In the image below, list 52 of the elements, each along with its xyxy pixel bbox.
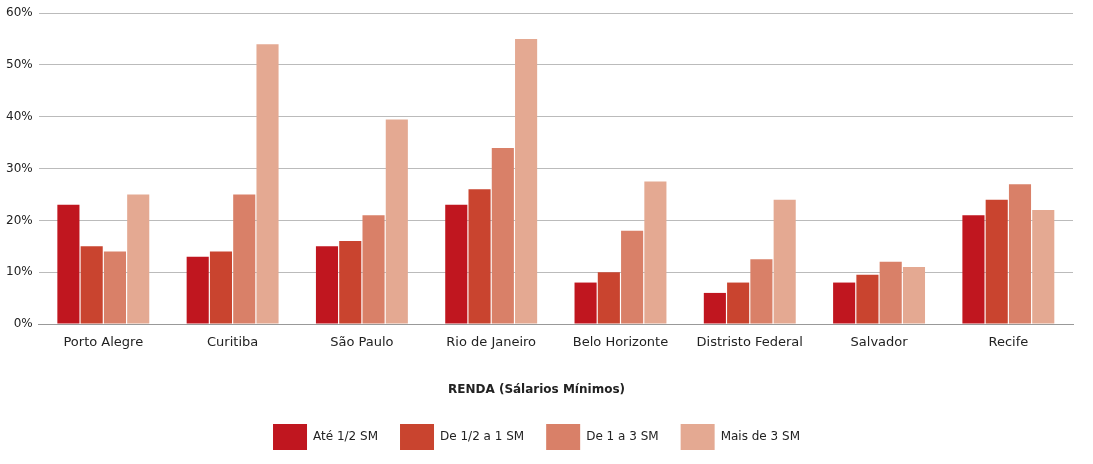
bar: [773, 199, 796, 324]
bar: [1008, 184, 1032, 324]
x-tick-label: Rio de Janeiro: [446, 334, 537, 350]
bar: [127, 194, 150, 324]
bar: [233, 194, 256, 324]
bar: [902, 267, 926, 324]
x-tick-label: Curitiba: [207, 334, 259, 350]
x-tick-label: Salvador: [850, 334, 909, 350]
bar: [209, 251, 233, 324]
y-tick-label: 20%: [6, 212, 33, 227]
y-tick-label: 30%: [6, 160, 33, 175]
x-tick-label: Recife: [988, 334, 1029, 350]
legend-label: Até 1/2 SM: [313, 429, 379, 444]
bar: [339, 241, 362, 324]
bar: [315, 246, 339, 324]
x-tick-label: Porto Alegre: [63, 334, 144, 350]
bar: [491, 147, 514, 324]
bar: [985, 199, 1008, 324]
bar: [515, 39, 538, 324]
y-tick-label: 40%: [6, 108, 33, 123]
bar: [256, 44, 279, 324]
bar: [703, 292, 726, 324]
bar: [597, 272, 620, 324]
y-tick-label: 60%: [6, 5, 33, 20]
y-tick-label: 0%: [13, 316, 33, 331]
bar: [385, 119, 408, 324]
bar: [468, 189, 491, 324]
bar: [727, 282, 750, 324]
bar: [80, 246, 103, 324]
legend-title: RENDA (Sálarios Mínimos): [447, 381, 626, 396]
bar: [833, 282, 856, 324]
legend-label: De 1 a 3 SM: [586, 429, 659, 444]
bar: [644, 181, 667, 324]
y-tick-label: 10%: [6, 264, 33, 279]
x-tick-label: Distristo Federal: [696, 334, 803, 350]
bar: [57, 204, 80, 324]
bar: [574, 282, 597, 324]
bar: [750, 259, 773, 324]
x-tick-label: Belo Horizonte: [572, 334, 669, 350]
bar: [1032, 210, 1055, 324]
bar: [186, 256, 209, 324]
x-tick-label: São Paulo: [330, 334, 394, 350]
bar: [856, 274, 879, 324]
bar: [879, 261, 902, 324]
bar: [103, 251, 127, 324]
bar: [362, 215, 385, 324]
legend-label: Mais de 3 SM: [720, 429, 800, 444]
bar: [962, 215, 985, 324]
bar: [621, 230, 644, 324]
bar: [445, 204, 468, 324]
y-tick-label: 50%: [6, 57, 33, 72]
legend-label: De 1/2 a 1 SM: [440, 429, 525, 444]
